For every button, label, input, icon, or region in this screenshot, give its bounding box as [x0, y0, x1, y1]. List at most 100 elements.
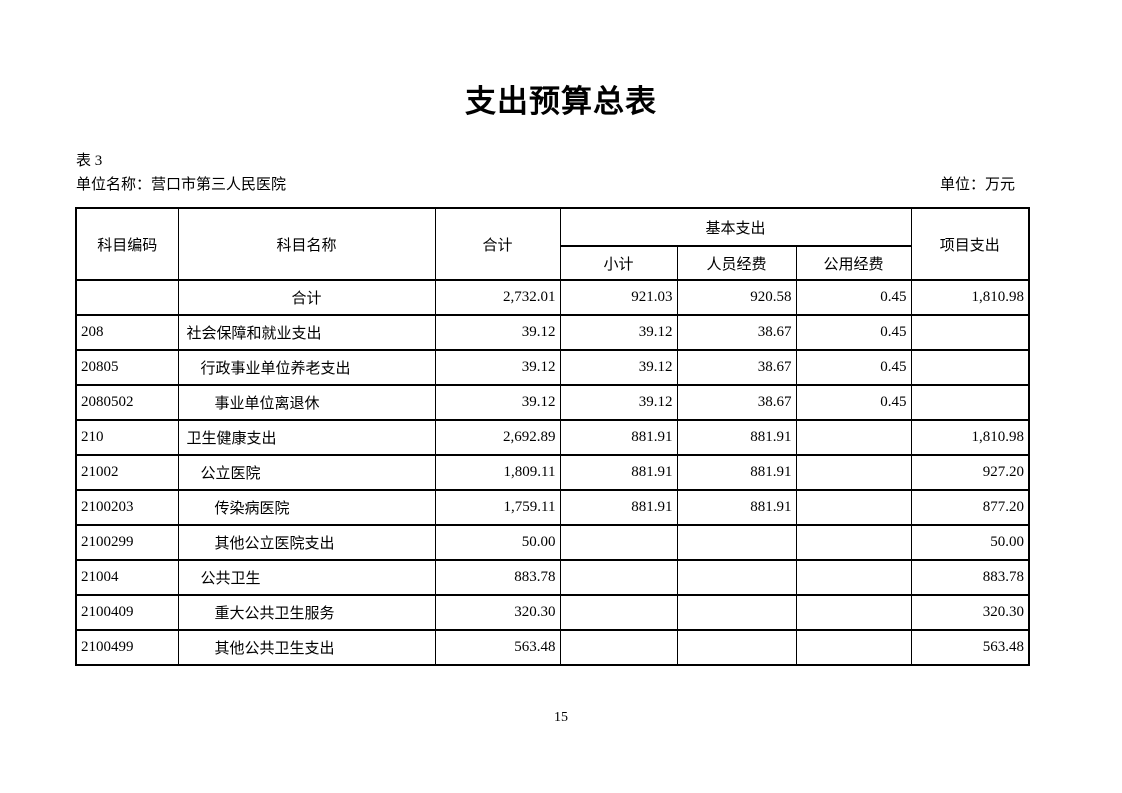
public-funds-cell — [795, 629, 912, 666]
total-cell: 563.48 — [434, 629, 561, 666]
basic-subtotal-cell — [559, 524, 678, 561]
personnel-funds-cell: 38.67 — [676, 349, 797, 386]
total-cell: 39.12 — [434, 384, 561, 421]
subject-name-cell: 事业单位离退休 — [177, 384, 436, 421]
subject-name-cell: 公共卫生 — [177, 559, 436, 596]
subject-code-cell: 2100499 — [75, 629, 179, 666]
subject-name-cell: 合计 — [177, 279, 436, 316]
subject-name-cell: 社会保障和就业支出 — [177, 314, 436, 351]
basic-subtotal-cell: 39.12 — [559, 349, 678, 386]
subject-name-cell: 公立医院 — [177, 454, 436, 491]
total-cell: 320.30 — [434, 594, 561, 631]
meta-line: 单位名称：营口市第三人民医院 单位：万元 — [76, 178, 1029, 193]
table-row: 2100409 重大公共卫生服务 320.30 320.30 — [75, 594, 1030, 631]
basic-subtotal-cell: 881.91 — [559, 454, 678, 491]
project-expenditure-cell: 877.20 — [910, 489, 1030, 526]
header-basic-expenditure: 基本支出 — [559, 207, 912, 247]
table-row: 2100299 其他公立医院支出 50.00 50.00 — [75, 524, 1030, 561]
table-row: 21004 公共卫生 883.78 883.78 — [75, 559, 1030, 596]
personnel-funds-cell: 920.58 — [676, 279, 797, 316]
public-funds-cell — [795, 489, 912, 526]
basic-subtotal-cell — [559, 559, 678, 596]
project-expenditure-cell: 927.20 — [910, 454, 1030, 491]
personnel-funds-cell — [676, 594, 797, 631]
table-number-label: 表 3 — [76, 153, 103, 169]
unit-of-measure-label: 单位：万元 — [939, 177, 1015, 193]
header-subject-name: 科目名称 — [177, 207, 436, 281]
table-row: 210 卫生健康支出 2,692.89 881.91 881.91 1,810.98 — [75, 419, 1030, 456]
subject-name-cell: 传染病医院 — [177, 489, 436, 526]
subject-code-cell: 2100299 — [75, 524, 179, 561]
project-expenditure-cell: 563.48 — [910, 629, 1030, 666]
total-cell: 39.12 — [434, 314, 561, 351]
project-expenditure-cell — [910, 314, 1030, 351]
basic-subtotal-cell: 881.91 — [559, 489, 678, 526]
total-cell: 39.12 — [434, 349, 561, 386]
project-expenditure-cell: 883.78 — [910, 559, 1030, 596]
project-expenditure-cell: 320.30 — [910, 594, 1030, 631]
personnel-funds-cell — [676, 524, 797, 561]
page-title: 支出预算总表 — [465, 84, 657, 119]
total-cell: 50.00 — [434, 524, 561, 561]
basic-subtotal-cell: 921.03 — [559, 279, 678, 316]
project-expenditure-cell — [910, 349, 1030, 386]
basic-subtotal-cell — [559, 594, 678, 631]
basic-subtotal-cell: 881.91 — [559, 419, 678, 456]
total-cell: 2,692.89 — [434, 419, 561, 456]
personnel-funds-cell: 38.67 — [676, 314, 797, 351]
subject-code-cell: 208 — [75, 314, 179, 351]
table-header: 科目编码 科目名称 合计 基本支出 项目支出 小计 人员经费 公用经费 — [75, 207, 1030, 281]
table-row: 2080502 事业单位离退休 39.12 39.12 38.67 0.45 — [75, 384, 1030, 421]
public-funds-cell — [795, 419, 912, 456]
total-cell: 1,759.11 — [434, 489, 561, 526]
personnel-funds-cell: 38.67 — [676, 384, 797, 421]
public-funds-cell — [795, 559, 912, 596]
public-funds-cell: 0.45 — [795, 279, 912, 316]
header-subject-code: 科目编码 — [75, 207, 179, 281]
basic-subtotal-cell: 39.12 — [559, 384, 678, 421]
subject-code-cell — [75, 279, 179, 316]
subject-code-cell: 21004 — [75, 559, 179, 596]
table-meta: 表 3 单位名称：营口市第三人民医院 单位：万元 — [76, 154, 1029, 198]
public-funds-cell: 0.45 — [795, 384, 912, 421]
personnel-funds-cell: 881.91 — [676, 489, 797, 526]
subject-code-cell: 2100409 — [75, 594, 179, 631]
subject-code-cell: 21002 — [75, 454, 179, 491]
public-funds-cell — [795, 594, 912, 631]
header-basic-subtotal: 小计 — [559, 245, 678, 281]
page-number: 15 — [554, 710, 568, 725]
subject-name-cell: 其他公立医院支出 — [177, 524, 436, 561]
public-funds-cell — [795, 454, 912, 491]
public-funds-cell: 0.45 — [795, 314, 912, 351]
project-expenditure-cell: 1,810.98 — [910, 279, 1030, 316]
table-body: 合计 2,732.01 921.03 920.58 0.45 1,810.98 208 社会保… — [75, 279, 1030, 666]
table-row: 208 社会保障和就业支出 39.12 39.12 38.67 0.45 — [75, 314, 1030, 351]
subject-code-cell: 210 — [75, 419, 179, 456]
personnel-funds-cell — [676, 629, 797, 666]
subject-name-cell: 行政事业单位养老支出 — [177, 349, 436, 386]
subject-name-cell: 其他公共卫生支出 — [177, 629, 436, 666]
subject-name-cell: 卫生健康支出 — [177, 419, 436, 456]
personnel-funds-cell: 881.91 — [676, 419, 797, 456]
total-cell: 2,732.01 — [434, 279, 561, 316]
public-funds-cell: 0.45 — [795, 349, 912, 386]
header-personnel-funds: 人员经费 — [676, 245, 797, 281]
table-row: 20805 行政事业单位养老支出 39.12 39.12 38.67 0.45 — [75, 349, 1030, 386]
table-row: 21002 公立医院 1,809.11 881.91 881.91 927.20 — [75, 454, 1030, 491]
table-row: 2100499 其他公共卫生支出 563.48 563.48 — [75, 629, 1030, 666]
project-expenditure-cell — [910, 384, 1030, 421]
personnel-funds-cell: 881.91 — [676, 454, 797, 491]
basic-subtotal-cell — [559, 629, 678, 666]
header-public-funds: 公用经费 — [795, 245, 912, 281]
subject-code-cell: 2080502 — [75, 384, 179, 421]
table-row: 合计 2,732.01 921.03 920.58 0.45 1,810.98 — [75, 279, 1030, 316]
public-funds-cell — [795, 524, 912, 561]
table-row: 2100203 传染病医院 1,759.11 881.91 881.91 877.20 — [75, 489, 1030, 526]
subject-name-cell: 重大公共卫生服务 — [177, 594, 436, 631]
total-cell: 1,809.11 — [434, 454, 561, 491]
personnel-funds-cell — [676, 559, 797, 596]
header-project-expenditure: 项目支出 — [910, 207, 1030, 281]
project-expenditure-cell: 50.00 — [910, 524, 1030, 561]
subject-code-cell: 2100203 — [75, 489, 179, 526]
basic-subtotal-cell: 39.12 — [559, 314, 678, 351]
